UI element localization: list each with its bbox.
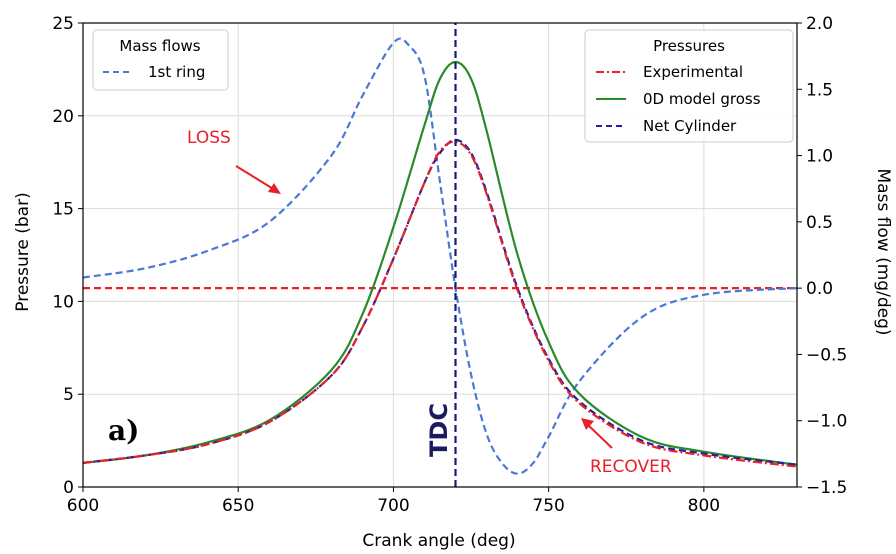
y-tick-label: 20 — [52, 107, 74, 127]
legend-title-mass-flows: Mass flows — [119, 37, 200, 55]
annotation-loss: LOSS — [187, 128, 231, 148]
y2-tick-label: −1.0 — [806, 412, 847, 432]
y-tick-label: 10 — [52, 292, 74, 312]
y2-axis-label: Mass flow (mg/deg) — [873, 168, 893, 335]
x-tick-label: 800 — [688, 496, 720, 516]
x-tick-label: 750 — [532, 496, 564, 516]
series-experimental — [82, 140, 798, 468]
x-tick-label: 650 — [222, 496, 254, 516]
y-axis-ticks: 0 5 10 15 20 25 — [52, 14, 83, 498]
legend-entry-1st-ring: 1st ring — [148, 63, 205, 81]
annotation-tdc: TDC — [425, 403, 453, 457]
y2-axis-ticks: 2.0 1.5 1.0 0.5 0.0 −0.5 −1.0 −1.5 — [797, 14, 847, 498]
legend-entry-experimental: Experimental — [643, 63, 743, 81]
series-0d-model-gross — [82, 60, 798, 466]
y2-tick-label: 1.5 — [806, 80, 833, 100]
series-layer — [82, 23, 798, 487]
y-tick-label: 5 — [63, 385, 74, 405]
loss-arrow — [235, 165, 281, 194]
series-1st-ring — [82, 37, 798, 475]
y2-tick-label: 0.5 — [806, 213, 833, 233]
x-tick-label: 600 — [67, 496, 99, 516]
y-tick-label: 0 — [63, 478, 74, 498]
y-axis-label: Pressure (bar) — [13, 192, 33, 311]
y2-tick-label: −1.5 — [806, 478, 847, 498]
legend-title-pressures: Pressures — [653, 37, 725, 55]
y2-tick-label: 0.0 — [806, 279, 833, 299]
y2-tick-label: −0.5 — [806, 345, 847, 365]
plot-frame — [82, 22, 798, 488]
annotation-recover: RECOVER — [590, 457, 672, 477]
y2-tick-label: 1.0 — [806, 147, 833, 167]
y2-tick-label: 2.0 — [806, 14, 833, 34]
legend-entry-0d-model: 0D model gross — [643, 90, 761, 108]
x-axis-label: Crank angle (deg) — [362, 531, 515, 551]
recover-arrow — [581, 418, 613, 449]
y-tick-label: 15 — [52, 200, 74, 220]
x-tick-label: 700 — [377, 496, 409, 516]
y-tick-label: 25 — [52, 14, 74, 34]
legend-pressures: Pressures Experimental 0D model gross Ne… — [584, 29, 794, 143]
x-axis-ticks: 600 650 700 750 800 — [67, 487, 720, 516]
legend-entry-net-cylinder: Net Cylinder — [643, 117, 737, 135]
annotation-panel-a: a) — [108, 414, 139, 447]
legend-mass-flows: Mass flows 1st ring — [92, 29, 229, 91]
